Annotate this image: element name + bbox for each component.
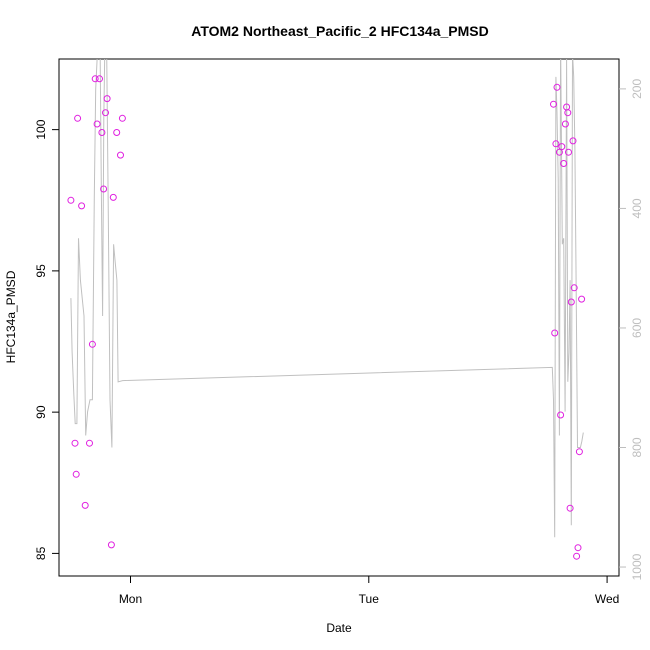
data-point xyxy=(553,83,561,91)
data-point xyxy=(575,448,583,456)
data-point xyxy=(93,120,101,128)
y2-tick-label: 200 xyxy=(630,79,644,99)
y-axis-label: HFC134a_PMSD xyxy=(4,270,18,363)
data-point xyxy=(109,193,117,201)
y-tick-label: 85 xyxy=(34,546,48,560)
data-point xyxy=(573,552,581,560)
data-point xyxy=(551,329,559,337)
plot-area xyxy=(67,59,586,560)
data-point xyxy=(569,137,577,145)
data-point xyxy=(107,541,115,549)
data-point xyxy=(98,129,106,136)
data-point xyxy=(564,109,572,117)
data-point xyxy=(81,501,89,509)
chart-title: ATOM2 Northeast_Pacific_2 HFC134a_PMSD xyxy=(191,23,488,39)
data-point xyxy=(103,95,111,103)
plot-frame xyxy=(58,58,620,577)
data-point xyxy=(555,148,563,156)
y-tick-label: 100 xyxy=(34,119,48,139)
data-point xyxy=(574,544,582,552)
data-point xyxy=(117,151,124,159)
y2-tick-label: 600 xyxy=(630,318,644,338)
x-tick-label: Mon xyxy=(119,592,142,606)
data-point xyxy=(570,284,578,292)
y2-tick-label: 400 xyxy=(630,198,644,218)
data-point xyxy=(91,75,99,83)
data-point xyxy=(557,411,565,419)
data-point xyxy=(88,340,96,348)
x-axis: Mon Tue Wed xyxy=(119,576,619,606)
data-point xyxy=(67,196,75,204)
data-point xyxy=(566,504,574,512)
y-axis: 85 90 95 100 xyxy=(34,119,59,560)
y2-tick-label: 800 xyxy=(630,437,644,457)
data-point xyxy=(96,75,103,83)
data-point xyxy=(561,120,569,128)
data-point xyxy=(552,140,560,148)
data-point xyxy=(118,114,126,122)
x-tick-label: Wed xyxy=(595,592,619,606)
series-line xyxy=(70,59,584,538)
data-point xyxy=(71,439,79,447)
data-point xyxy=(558,143,566,151)
data-point xyxy=(113,129,121,136)
data-point xyxy=(102,109,109,117)
y-tick-label: 90 xyxy=(34,405,48,419)
data-point xyxy=(72,470,80,478)
right-y-axis: 200 400 600 800 1000 xyxy=(619,79,644,580)
data-point xyxy=(100,185,108,193)
data-point xyxy=(560,160,568,167)
data-point xyxy=(78,202,86,210)
data-point xyxy=(578,295,586,303)
y-tick-label: 95 xyxy=(34,264,48,278)
data-point xyxy=(74,114,82,122)
x-axis-label: Date xyxy=(326,621,352,635)
data-point xyxy=(567,298,575,306)
y2-tick-label: 1000 xyxy=(630,553,644,580)
data-point xyxy=(86,439,93,447)
data-point xyxy=(565,148,572,156)
series-points xyxy=(67,75,586,560)
x-tick-label: Tue xyxy=(359,592,380,606)
data-point xyxy=(550,100,557,108)
